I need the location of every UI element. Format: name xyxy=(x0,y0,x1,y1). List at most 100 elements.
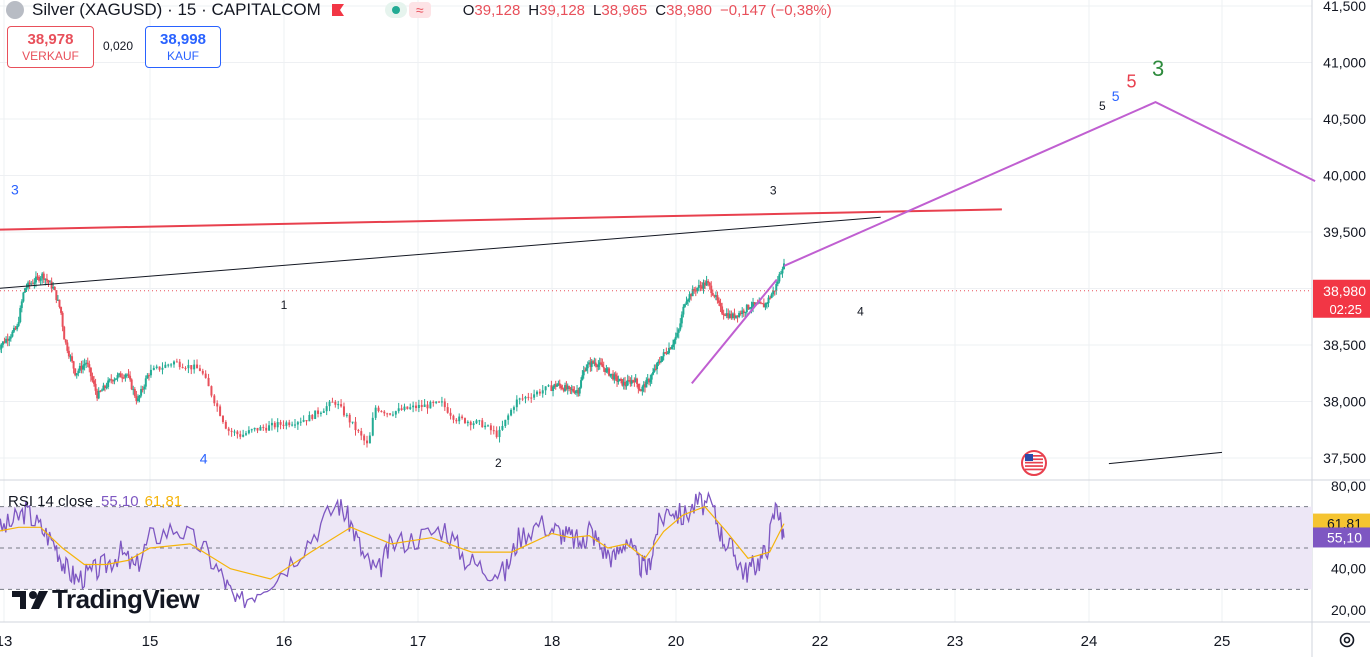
candle-body xyxy=(432,401,435,403)
candle-body xyxy=(33,282,36,284)
candle-body xyxy=(6,338,9,341)
candle-body xyxy=(626,380,629,386)
candle-body xyxy=(74,368,77,376)
sell-button[interactable]: 38,978 VERKAUF xyxy=(7,26,94,68)
candle-body xyxy=(668,347,671,353)
candle-body xyxy=(634,378,637,383)
symbol-title[interactable]: Silver (XAGUSD) · 15 · CAPITALCOM xyxy=(32,0,321,19)
candle-body xyxy=(586,364,589,369)
wave-label: 1 xyxy=(281,298,288,312)
rsi-tick: 80,00 xyxy=(1331,478,1366,494)
candle-body xyxy=(636,378,639,384)
ohlc-key: C xyxy=(655,1,667,19)
candle-body xyxy=(458,416,461,422)
candle-body xyxy=(688,294,691,300)
market-open-icon[interactable] xyxy=(384,2,407,18)
time-tick: 17 xyxy=(410,633,427,650)
wave-label: 2 xyxy=(495,456,502,470)
candle-body xyxy=(704,282,707,286)
candle-body xyxy=(550,385,553,391)
candle-body xyxy=(363,435,366,441)
candle-body xyxy=(348,414,351,423)
candle-body xyxy=(674,336,677,340)
candle-body xyxy=(0,344,3,349)
candle-body xyxy=(438,401,441,403)
candle-body xyxy=(256,427,259,431)
candle-body xyxy=(308,415,311,422)
rsi-legend[interactable]: RSI 14 close 55,10 61,81 xyxy=(8,493,182,510)
candle-body xyxy=(576,390,579,392)
candle-body xyxy=(481,420,484,428)
ohlc-key: L xyxy=(593,1,602,19)
support-line[interactable] xyxy=(691,278,778,385)
candle-body xyxy=(484,425,487,428)
candle-body xyxy=(149,369,152,376)
wave-label: 4 xyxy=(200,451,208,467)
candle-body xyxy=(716,295,719,301)
price-tag xyxy=(1313,279,1370,318)
candle-body xyxy=(759,302,762,304)
candle-body xyxy=(524,396,527,399)
rsi-tag-value: 55,10 xyxy=(1327,529,1362,545)
candle-body xyxy=(394,411,397,415)
price-tick: 40,500 xyxy=(1323,111,1366,127)
candle-body xyxy=(741,310,744,314)
red-flag-icon[interactable] xyxy=(331,3,345,17)
ohlc-value: −0,147 (−0,38%) xyxy=(720,1,832,19)
candle-body xyxy=(127,374,130,376)
buy-button[interactable]: 38,998 KAUF xyxy=(145,26,221,68)
candle-body xyxy=(687,299,690,302)
candle-body xyxy=(622,381,625,386)
candle-body xyxy=(730,313,733,319)
candle-body xyxy=(178,361,181,368)
candle-body xyxy=(334,401,337,405)
candle-body xyxy=(67,350,70,357)
candle-body xyxy=(337,404,340,406)
candle-body xyxy=(652,372,655,375)
candle-body xyxy=(653,368,656,373)
candle-body xyxy=(158,366,161,370)
time-tick: 24 xyxy=(1081,633,1098,650)
candle-body xyxy=(250,429,253,431)
candle-body xyxy=(739,312,742,314)
candle-body xyxy=(66,342,69,351)
candle-body xyxy=(728,313,731,319)
candle-body xyxy=(386,413,389,415)
candle-body xyxy=(738,312,741,318)
candle-body xyxy=(721,306,724,314)
candle-body xyxy=(319,412,322,414)
wave-label: 5 xyxy=(1112,88,1120,104)
candle-body xyxy=(406,406,409,409)
candle-body xyxy=(677,329,680,333)
wave-icon[interactable]: ≈ xyxy=(408,2,431,18)
candle-body xyxy=(259,426,262,431)
candle-body xyxy=(19,308,22,323)
time-tick: 22 xyxy=(812,633,829,650)
candle-body xyxy=(660,361,663,363)
candle-body xyxy=(412,405,415,408)
ohlc-value: 39,128 xyxy=(474,1,521,19)
candle-body xyxy=(696,287,699,291)
candle-body xyxy=(547,385,550,387)
forecast-line[interactable] xyxy=(783,100,1316,267)
candle-body xyxy=(118,373,121,376)
candle-body xyxy=(296,422,299,425)
candle-body xyxy=(12,327,15,332)
tradingview-logo[interactable]: TradingView xyxy=(12,584,200,615)
price-tick: 40,000 xyxy=(1323,168,1366,184)
candle-body xyxy=(775,284,778,291)
candle-body xyxy=(36,276,39,278)
candle-body xyxy=(230,430,233,432)
candle-body xyxy=(221,415,224,422)
candle-body xyxy=(707,281,710,283)
candle-body xyxy=(616,376,619,382)
candle-body xyxy=(27,282,30,288)
time-tick: 13 xyxy=(0,633,12,650)
candle-body xyxy=(89,367,92,377)
trend-line[interactable] xyxy=(0,216,881,289)
resistance-line[interactable] xyxy=(0,208,1002,231)
settings-icon[interactable] xyxy=(1338,631,1356,649)
candle-body xyxy=(39,278,42,281)
candle-body xyxy=(354,421,357,431)
